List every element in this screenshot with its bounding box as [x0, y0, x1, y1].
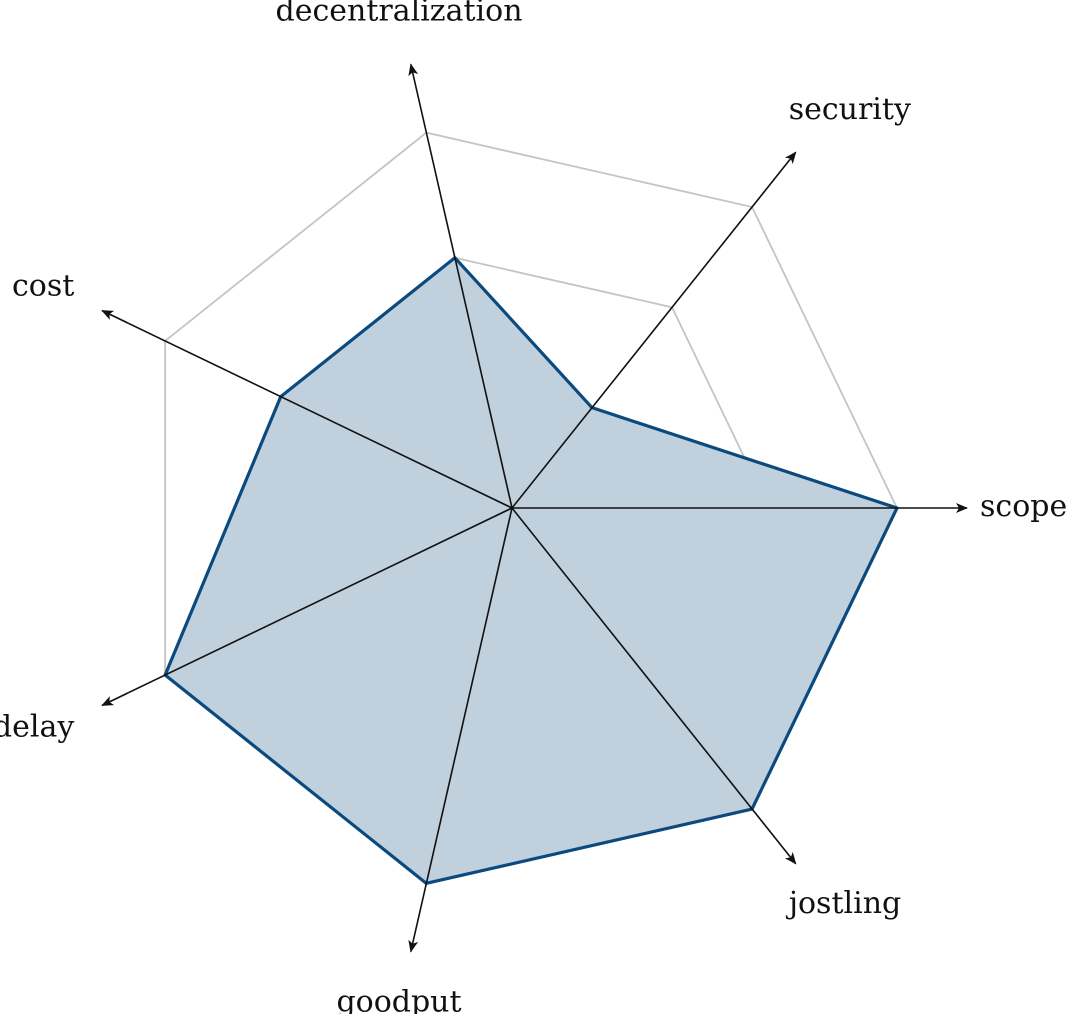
axis-cost	[101, 309, 513, 509]
axis-goodput	[408, 507, 513, 953]
data-area	[163, 256, 899, 885]
axis-jostling	[511, 507, 797, 865]
axis-label-decentralization: decentralization	[275, 0, 522, 29]
radar-data	[163, 256, 899, 885]
axis-delay	[101, 507, 513, 707]
axis-security	[511, 151, 797, 509]
radar-axes	[101, 63, 968, 953]
axis-label-cost: cost	[12, 269, 74, 304]
axis-label-jostling: jostling	[786, 886, 902, 921]
axis-label-goodput: goodput	[336, 984, 461, 1014]
axis-label-scope: scope	[980, 489, 1067, 524]
axis-decentralization	[408, 63, 513, 509]
axis-label-delay: delay	[0, 709, 74, 744]
axis-label-security: security	[789, 92, 911, 127]
